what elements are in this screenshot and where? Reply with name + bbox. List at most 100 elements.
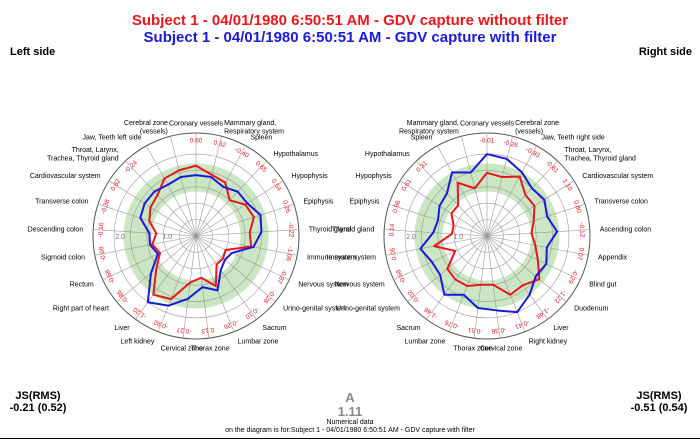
left-radar-spoke: [195, 235, 298, 256]
left-radar-value-label: -1.06: [284, 246, 294, 262]
right-radar-value-label: 0.05: [389, 247, 398, 261]
title-without-filter: Subject 1 - 04/01/1980 6:50:51 AM - GDV …: [131, 12, 569, 29]
right-radar-spoke: [486, 136, 513, 237]
right-radar-value-label: -0.02: [406, 288, 421, 304]
left-radar-spoke: [195, 145, 246, 237]
right-radar-spoke: [486, 180, 575, 237]
left-radar-spoke: [102, 235, 197, 281]
left-radar-value-label: -0.38: [100, 198, 111, 215]
right-radar-spoke: [393, 235, 488, 281]
right-radar-spoke: [448, 235, 488, 332]
right-radar-category-label: Right kidney: [529, 339, 568, 346]
left-radar-category-label: Mammary gland,: [224, 120, 276, 127]
left-radar-category-label: Coronary vessels: [169, 121, 224, 128]
left-radar-ring-label: 2.0: [115, 234, 125, 241]
right-radar-spoke: [486, 235, 526, 332]
left-radar-category-label: Sigmoid colon: [41, 255, 85, 262]
right-radar-category-label: Cardiovascular system: [582, 173, 653, 180]
right-radar-spoke: [461, 136, 488, 237]
right-radar-value-label: -0.36: [491, 326, 507, 335]
right-radar-category-label: Thyroid gland: [332, 226, 375, 233]
right-radar-value-label: 1.10: [561, 178, 574, 193]
left-radar-value-label: -0.87: [275, 268, 288, 285]
left-radar-spoke: [135, 235, 197, 320]
right-radar-spoke: [486, 229, 590, 237]
right-radar-spoke: [486, 145, 537, 237]
right-radar-category-label: Lumbar zone: [405, 339, 446, 346]
right-radar-category-label: Thorax zone: [453, 346, 492, 353]
right-radar-category-label: Hypophysis: [355, 173, 392, 180]
title-with-filter: Subject 1 - 04/01/1980 6:50:51 AM - GDV …: [143, 29, 557, 46]
left-radar-category-label: Cardiovascular system: [30, 173, 101, 180]
left-radar-category-label: Left kidney: [121, 339, 155, 346]
left-radar-spoke: [195, 136, 222, 237]
js-rms-right-value: -0.51 (0.54): [630, 402, 688, 414]
left-radar-spoke: [195, 229, 299, 237]
right-radar-value-label: -0.51: [467, 326, 483, 335]
right-radar-spoke: [486, 235, 567, 302]
left-radar-category-label: Rectum: [70, 282, 94, 289]
left-radar-category-label: Nervous system: [298, 282, 348, 289]
right-radar-spoke: [426, 235, 488, 320]
left-radar-category-label: Cervical zone: [161, 346, 204, 353]
left-radar-category-label: Respiratory system: [224, 129, 284, 136]
left-radar-spoke: [125, 160, 197, 237]
left-radar-spoke: [97, 203, 197, 237]
right-radar-value-label: -0.26: [503, 139, 519, 150]
left-radar-category-label: Thorax zone: [191, 346, 230, 353]
left-radar-category-label: (vessels): [140, 129, 168, 136]
left-radar-category-label: Cerebral zone: [124, 120, 168, 127]
left-radar-value-label: -1.20: [132, 305, 148, 320]
right-radar-value-label: 0.07: [575, 247, 584, 261]
left-radar-value-label: -0.26: [222, 318, 239, 330]
right-radar-category-label: Transverse colon: [594, 199, 648, 206]
left-radar-spoke: [195, 235, 276, 302]
right-radar-value-label: -1.48: [534, 305, 550, 320]
bottom-divider: [0, 438, 700, 439]
left-radar-category-label: Urino-genital system: [283, 306, 347, 313]
left-radar-category-label: Hypophysis: [291, 173, 328, 180]
left-radar-category-label: Epiphysis: [303, 199, 333, 206]
left-radar-value-label: -0.10: [243, 305, 259, 320]
right-radar-value-label: -0.68: [395, 268, 408, 285]
right-radar-category-label: Duodenum: [574, 306, 608, 313]
right-radar-category-label: Coronary vessels: [460, 121, 515, 128]
numerical-data-label: Numerical data: [326, 419, 374, 426]
right-radar-spoke: [399, 180, 488, 237]
right-radar-category-label: Blind gut: [589, 282, 616, 289]
left-radar-category-label: Transverse colon: [35, 199, 89, 206]
right-radar-category-label: Epiphysis: [350, 199, 380, 206]
right-radar-value-label: -0.83: [524, 146, 541, 159]
js-rms-left: JS(RMS) -0.21 (0.52): [8, 390, 68, 414]
right-radar-category-label: Spleen: [411, 134, 433, 141]
right-side-label: Right side: [638, 46, 692, 58]
js-rms-left-value: -0.21 (0.52): [9, 402, 67, 414]
right-radar-category-label: Cervical zone: [480, 346, 523, 353]
left-radar-category-label: Lumbar zone: [238, 339, 279, 346]
right-radar-category-label: Throat, Larynx,: [564, 147, 611, 154]
right-radar-category-label: Nervous system: [335, 282, 385, 289]
right-radar-category-label: Liver: [553, 325, 569, 332]
left-radar-norm-band: [123, 163, 269, 309]
left-radar-value-label: 0.13: [201, 326, 215, 335]
left-radar-value-label: -0.16: [97, 222, 105, 238]
right-radar-value-label: 0.61: [401, 178, 414, 193]
right-radar-spoke: [486, 203, 586, 237]
right-radar-category-label: Ascending colon: [600, 226, 651, 233]
right-radar-series-with-filter: [419, 153, 559, 314]
left-radar-category-label: Sacrum: [262, 325, 286, 332]
right-radar-spoke: [486, 235, 581, 281]
right-radar-value-label: -0.01: [480, 138, 495, 145]
right-radar-category-label: Jaw, Teeth right side: [541, 134, 604, 141]
left-radar-spoke: [195, 203, 295, 237]
left-radar-value-label: 0.62: [110, 178, 123, 193]
right-radar-spoke: [486, 235, 548, 320]
left-radar-value-label: -0.86: [115, 288, 130, 304]
left-radar-category-label: Immune system: [307, 255, 357, 262]
right-radar-category-label: Respiratory system: [399, 129, 459, 136]
right-radar-spoke: [486, 160, 558, 237]
left-radar-value-label: 0.60: [190, 138, 203, 145]
right-radar-ring-label: 1.0: [453, 234, 463, 241]
left-radar-spoke: [108, 180, 197, 237]
right-radar-value-label: -0.29: [566, 268, 579, 285]
